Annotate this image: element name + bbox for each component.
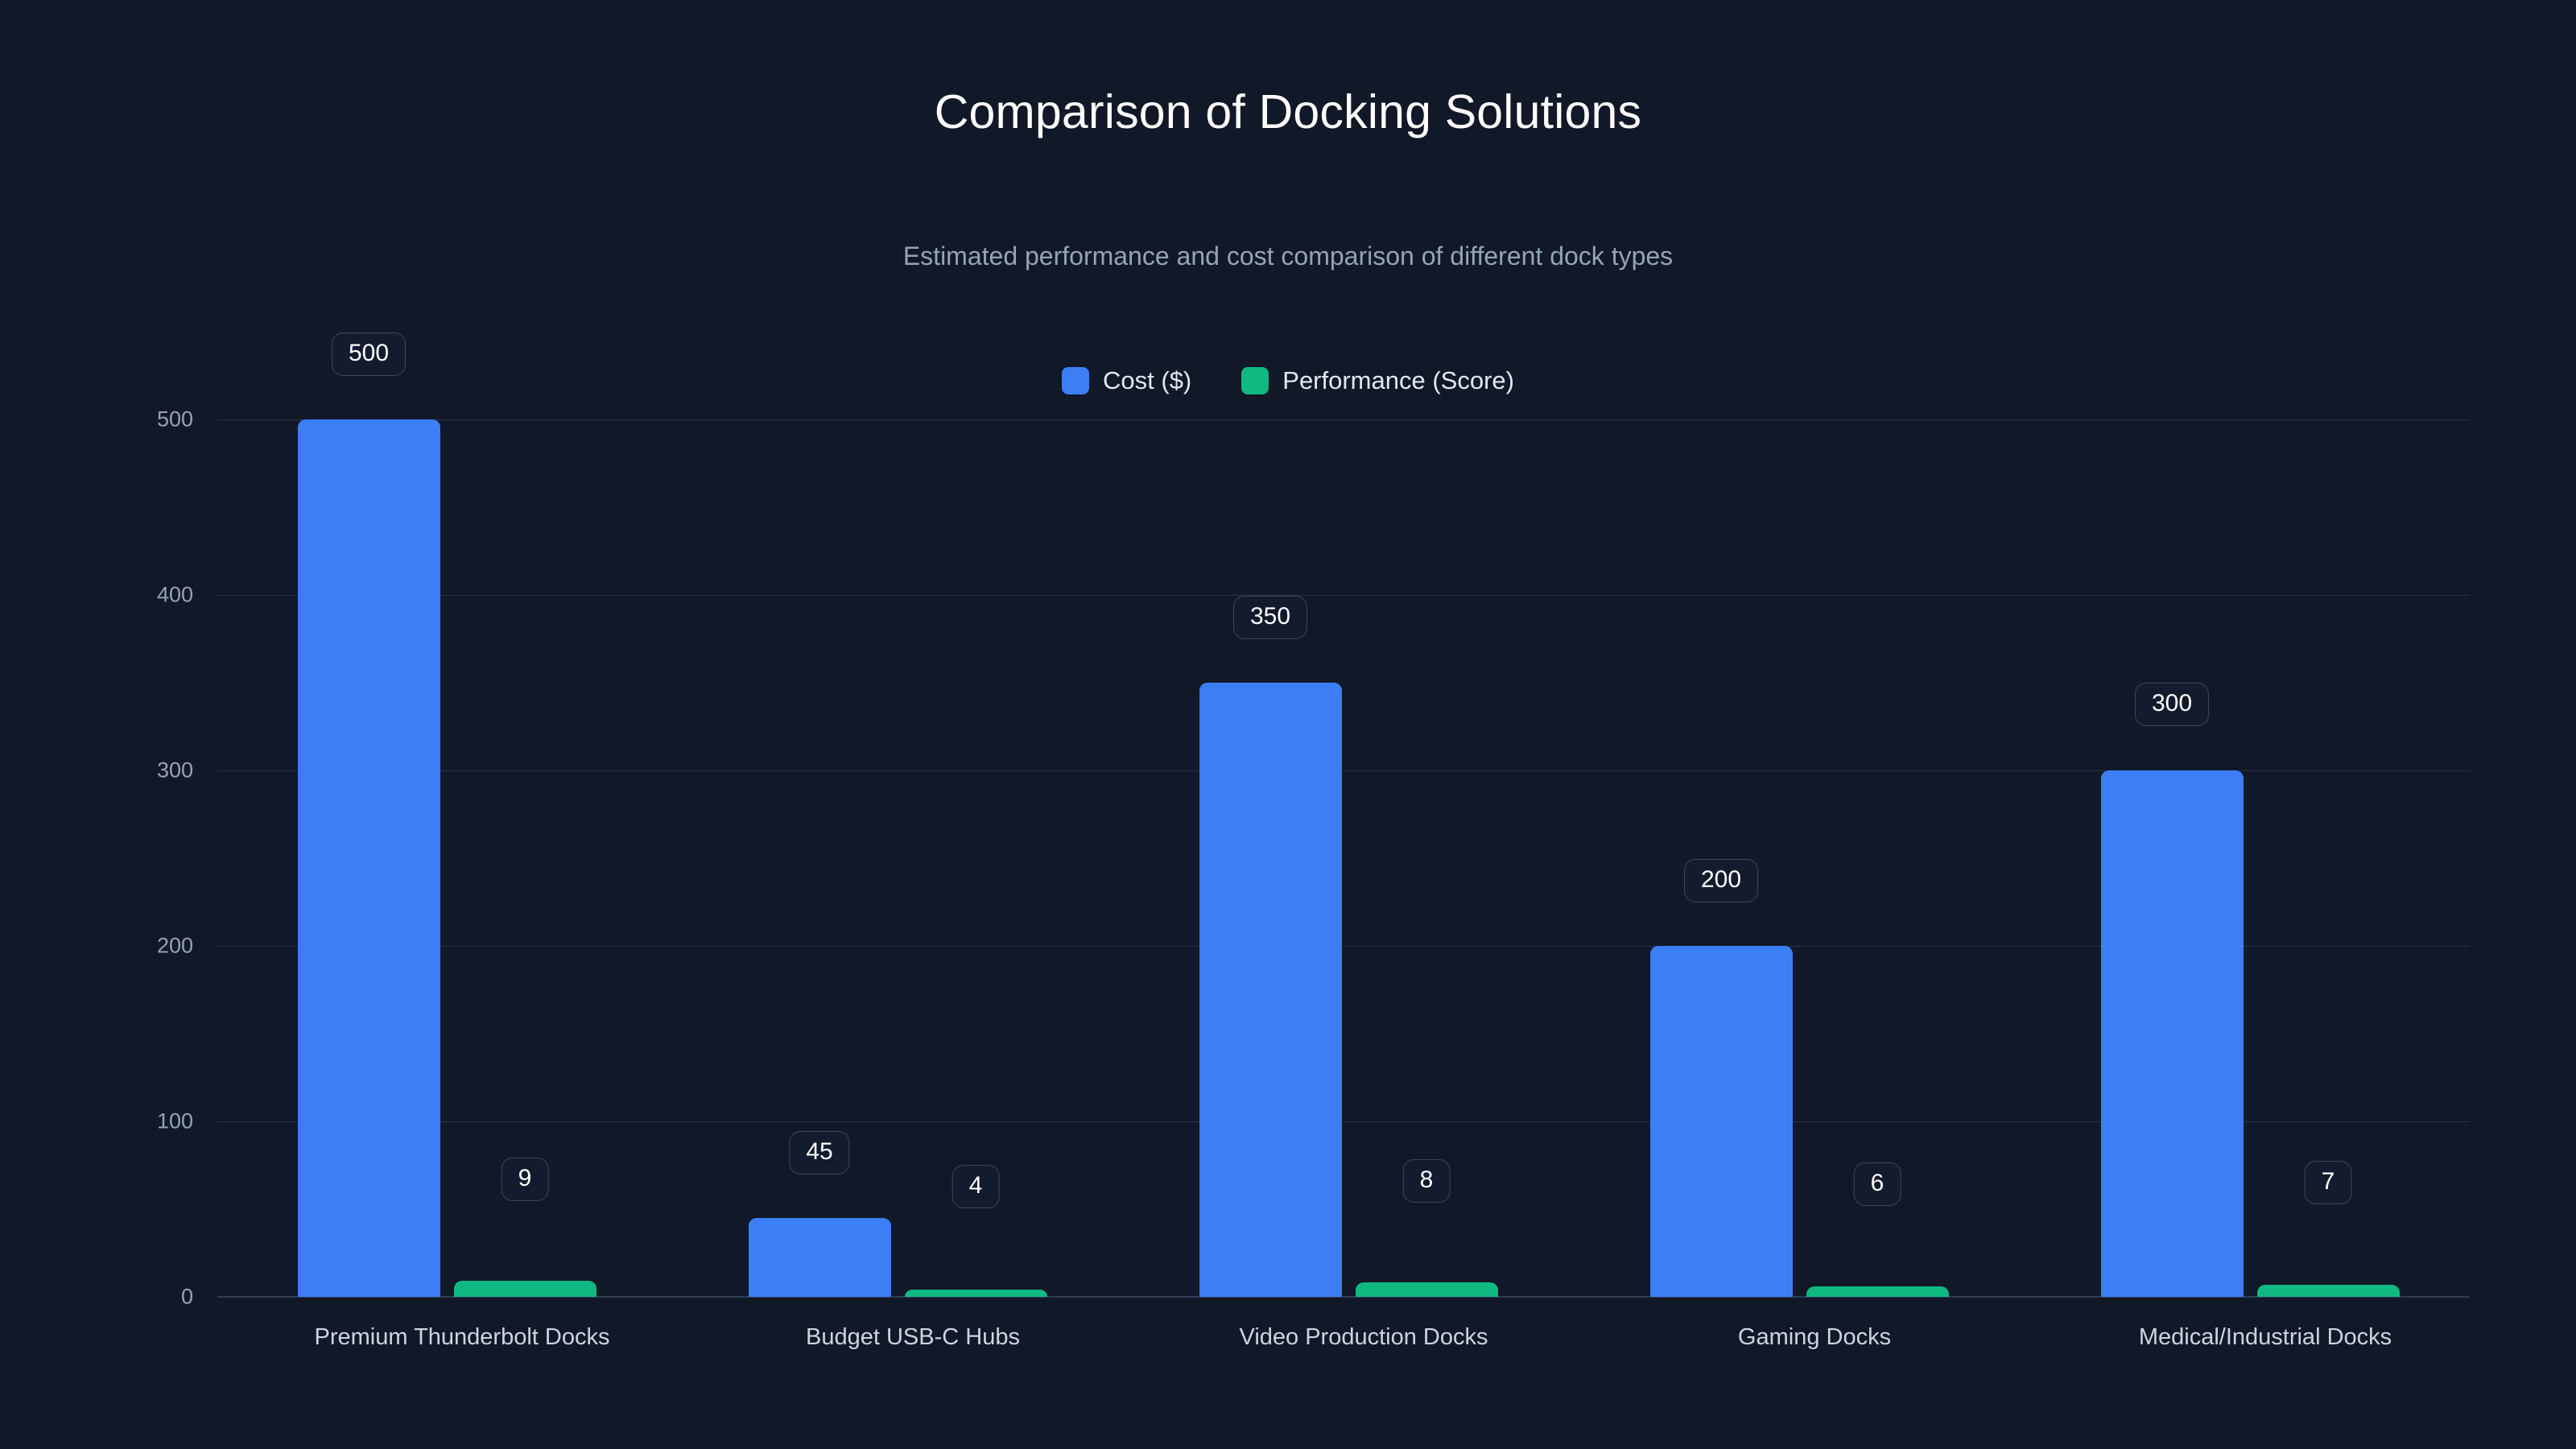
gridline-100 bbox=[217, 1121, 2470, 1122]
value-label-cost-budget-usb-c-hubs: 45 bbox=[789, 1131, 850, 1174]
value-label-cost-medical-industrial-docks: 300 bbox=[2134, 683, 2210, 726]
chart-title: Comparison of Docking Solutions bbox=[934, 85, 1642, 138]
bar-cost-gaming-docks[interactable] bbox=[1650, 946, 1793, 1297]
legend-label-performance: Performance (Score) bbox=[1282, 366, 1514, 394]
y-tick-400: 400 bbox=[156, 582, 193, 607]
bar-group-medical-industrial-docks: 300 7 bbox=[2021, 419, 2471, 1297]
value-label-performance-budget-usb-c-hubs: 4 bbox=[952, 1165, 1000, 1208]
y-tick-500: 500 bbox=[156, 407, 193, 431]
x-label-premium-thunderbolt-docks: Premium Thunderbolt Docks bbox=[314, 1324, 610, 1350]
bar-cost-premium-thunderbolt-docks[interactable] bbox=[298, 419, 440, 1297]
bar-cost-video-production-docks[interactable] bbox=[1199, 683, 1342, 1297]
value-label-performance-medical-industrial-docks: 7 bbox=[2304, 1161, 2352, 1204]
chart-legend: Cost ($) Performance (Score) bbox=[0, 366, 2576, 395]
x-axis-line bbox=[217, 1296, 2470, 1298]
x-label-budget-usb-c-hubs: Budget USB-C Hubs bbox=[806, 1324, 1020, 1350]
value-label-cost-gaming-docks: 200 bbox=[1683, 859, 1759, 902]
bar-performance-medical-industrial-docks[interactable] bbox=[2257, 1285, 2400, 1297]
legend-swatch-performance-icon bbox=[1241, 367, 1269, 394]
y-tick-100: 100 bbox=[156, 1108, 193, 1133]
gridline-400 bbox=[217, 595, 2470, 596]
legend-label-cost: Cost ($) bbox=[1103, 366, 1192, 394]
value-label-performance-premium-thunderbolt-docks: 9 bbox=[501, 1158, 549, 1201]
x-label-medical-industrial-docks: Medical/Industrial Docks bbox=[2138, 1324, 2392, 1350]
y-tick-200: 200 bbox=[156, 933, 193, 958]
legend-item-performance[interactable]: Performance (Score) bbox=[1241, 366, 1514, 395]
bar-group-premium-thunderbolt-docks: 500 9 bbox=[217, 332, 668, 1297]
bar-performance-budget-usb-c-hubs[interactable] bbox=[905, 1290, 1047, 1297]
value-label-cost-premium-thunderbolt-docks: 500 bbox=[331, 332, 407, 376]
x-label-gaming-docks: Gaming Docks bbox=[1737, 1324, 1892, 1350]
gridline-200 bbox=[217, 946, 2470, 947]
plot-area: 500 9 45 4 350 8 200 6 300 bbox=[217, 332, 2471, 1298]
x-label-video-production-docks: Video Production Docks bbox=[1239, 1324, 1488, 1350]
value-label-cost-video-production-docks: 350 bbox=[1232, 596, 1308, 639]
bar-cost-budget-usb-c-hubs[interactable] bbox=[749, 1218, 891, 1297]
value-label-performance-gaming-docks: 6 bbox=[1853, 1162, 1901, 1206]
bar-performance-gaming-docks[interactable] bbox=[1806, 1286, 1949, 1297]
gridline-300 bbox=[217, 770, 2470, 771]
gridline-500 bbox=[217, 419, 2470, 420]
chart-subtitle: Estimated performance and cost compariso… bbox=[902, 242, 1674, 270]
bar-performance-premium-thunderbolt-docks[interactable] bbox=[454, 1281, 597, 1297]
bar-group-gaming-docks: 200 6 bbox=[1570, 419, 2021, 1297]
y-tick-300: 300 bbox=[156, 758, 193, 782]
bar-performance-video-production-docks[interactable] bbox=[1356, 1282, 1498, 1297]
bar-cost-medical-industrial-docks[interactable] bbox=[2101, 770, 2244, 1297]
bar-group-video-production-docks: 350 8 bbox=[1119, 419, 1570, 1297]
bar-group-budget-usb-c-hubs: 45 4 bbox=[668, 419, 1119, 1297]
y-tick-0: 0 bbox=[180, 1284, 193, 1309]
legend-item-cost[interactable]: Cost ($) bbox=[1062, 366, 1191, 395]
legend-swatch-cost-icon bbox=[1062, 367, 1090, 394]
value-label-performance-video-production-docks: 8 bbox=[1402, 1159, 1451, 1203]
